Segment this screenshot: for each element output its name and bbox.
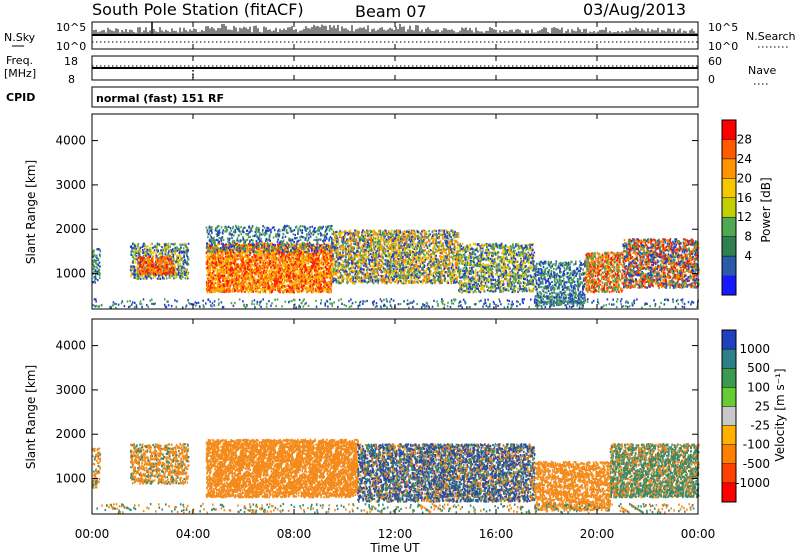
date-label: 03/Aug/2013 — [583, 0, 686, 19]
colorbar-swatch — [722, 120, 736, 140]
colorbar-swatch — [722, 445, 736, 465]
freq-left-label-2: [MHz] — [4, 67, 36, 80]
xtick-label: 12:00 — [378, 527, 413, 541]
ytick-label: 2000 — [55, 427, 86, 441]
colorbar-tick-label: 25 — [755, 399, 770, 413]
noise-left-label: N.Sky — [4, 31, 36, 44]
colorbar-swatch — [722, 159, 736, 179]
noise-panel: N.Sky 10^5 10^0 10^5 10^0 N.Search — [4, 21, 796, 53]
velocity-data — [92, 439, 700, 514]
beam-label: Beam 07 — [355, 2, 427, 21]
colorbar-tick-label: -500 — [743, 457, 770, 471]
rti-figure: South Pole Station (fitACF) Beam 07 03/A… — [0, 0, 800, 554]
cpid-label: CPID — [6, 91, 35, 104]
ytick-label: 1000 — [55, 472, 86, 486]
cpid-program: normal (fast) 151 RF — [96, 92, 224, 105]
freq-tick-left-bottom: 8 — [68, 73, 75, 86]
colorbar-swatch — [722, 237, 736, 257]
power-data — [92, 225, 699, 309]
colorbar-tick-label: 4 — [744, 249, 752, 263]
colorbar-swatch — [722, 276, 736, 296]
ytick-label: 4000 — [55, 134, 86, 148]
noise-right-label: N.Search — [746, 30, 796, 43]
xtick-label: 00:00 — [681, 527, 716, 541]
cpid-panel: CPID normal (fast) 151 RF — [6, 87, 698, 107]
colorbar-swatch — [722, 406, 736, 426]
ytick-label: 3000 — [55, 178, 86, 192]
colorbar-tick-label: 100 — [747, 380, 770, 394]
colorbar-swatch — [722, 426, 736, 446]
freq-tick-right-top: 60 — [708, 55, 722, 68]
colorbar-swatch — [722, 368, 736, 388]
ytick-label: 2000 — [55, 222, 86, 236]
freq-panel: Freq. [MHz] 18 8 60 0 Nave — [4, 54, 776, 86]
freq-left-label-1: Freq. — [6, 54, 33, 67]
colorbar-tick-label: 28 — [737, 132, 752, 146]
power-panel: 1000 2000 3000 4000 Slant Range [km] 28 24 20… — [24, 114, 773, 309]
colorbar-tick-label: 16 — [737, 191, 752, 205]
colorbar-tick-label: -100 — [743, 438, 770, 452]
colorbar-tick-label: 1000 — [739, 342, 770, 356]
ytick-label: 1000 — [55, 267, 86, 281]
freq-tick-right-bottom: 0 — [708, 73, 715, 86]
xtick-label: 20:00 — [580, 527, 615, 541]
noise-tick-right-top: 10^5 — [708, 21, 738, 34]
xtick-label: 04:00 — [176, 527, 211, 541]
colorbar-swatch — [722, 198, 736, 218]
velocity-ylabel: Slant Range [km] — [24, 365, 38, 469]
colorbar-tick-label: 12 — [737, 210, 752, 224]
xtick-label: 00:00 — [75, 527, 110, 541]
nave-right-label: Nave — [748, 64, 776, 77]
colorbar-tick-label: 20 — [737, 171, 752, 185]
colorbar-swatch — [722, 330, 736, 350]
freq-tick-left-top: 18 — [64, 55, 78, 68]
station-title: South Pole Station (fitACF) — [92, 0, 304, 19]
colorbar-swatch — [722, 256, 736, 276]
colorbar-swatch — [722, 217, 736, 237]
colorbar-tick-label: 24 — [737, 152, 752, 166]
colorbar-swatch — [722, 464, 736, 484]
colorbar-swatch — [722, 178, 736, 198]
xtick-label: 16:00 — [479, 527, 514, 541]
power-cbar-label: Power [dB] — [759, 177, 773, 242]
colorbar-tick-label: -1000 — [735, 476, 770, 490]
colorbar-swatch — [722, 139, 736, 159]
ytick-label: 3000 — [55, 383, 86, 397]
colorbar-tick-label: 500 — [747, 361, 770, 375]
colorbar-swatch — [722, 387, 736, 407]
colorbar-swatch — [722, 483, 736, 503]
noise-tick-left-top: 10^5 — [56, 21, 86, 34]
velocity-panel: 1000 2000 3000 4000 Slant Range [km] 1000 50… — [24, 319, 787, 514]
colorbar-tick-label: 8 — [744, 230, 752, 244]
ytick-label: 4000 — [55, 339, 86, 353]
xaxis-label: Time UT — [369, 541, 420, 554]
power-ylabel: Slant Range [km] — [24, 160, 38, 264]
colorbar-swatch — [722, 349, 736, 369]
velocity-cbar-label: Velocity [m s⁻¹] — [773, 368, 787, 461]
colorbar-tick-label: -25 — [750, 419, 770, 433]
noise-tick-right-bottom: 10^0 — [708, 40, 738, 53]
xtick-label: 08:00 — [277, 527, 312, 541]
noise-tick-left-bottom: 10^0 — [56, 40, 86, 53]
